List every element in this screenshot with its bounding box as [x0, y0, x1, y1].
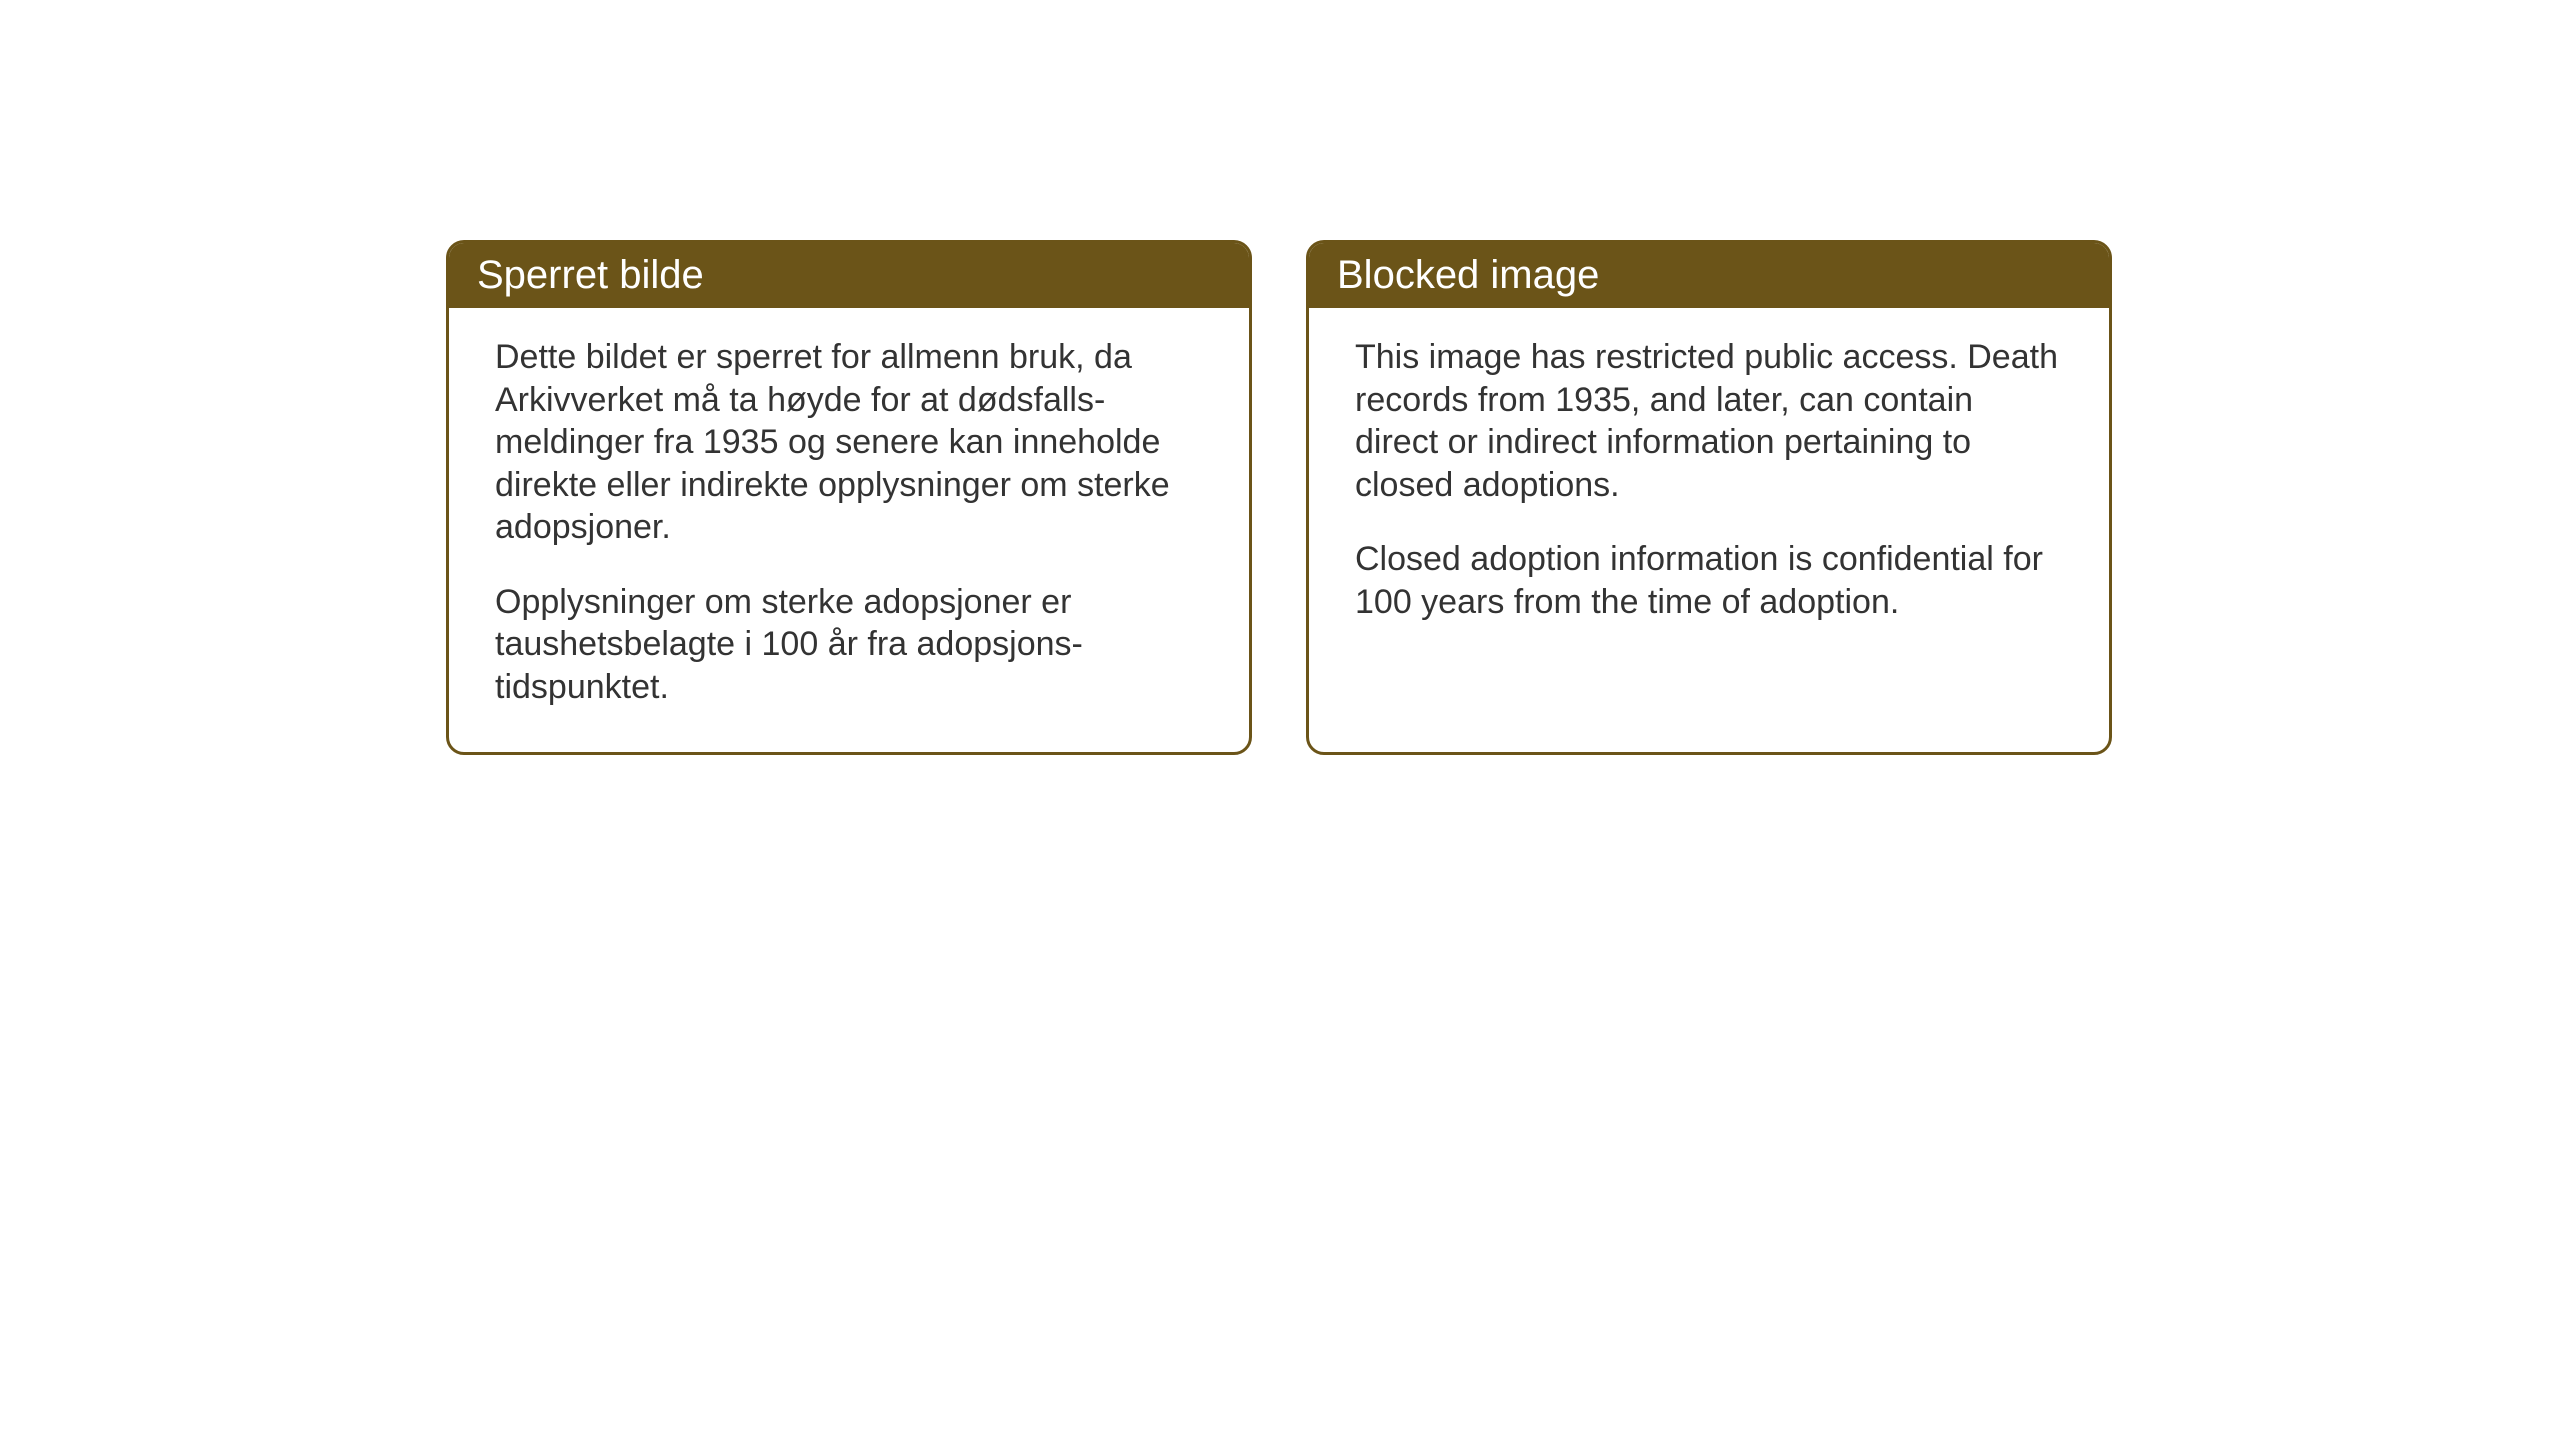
card-paragraph: Dette bildet er sperret for allmenn bruk… — [495, 336, 1203, 549]
card-body-english: This image has restricted public access.… — [1309, 308, 2109, 667]
card-paragraph: This image has restricted public access.… — [1355, 336, 2063, 506]
notice-card-english: Blocked image This image has restricted … — [1306, 240, 2112, 755]
notice-card-norwegian: Sperret bilde Dette bildet er sperret fo… — [446, 240, 1252, 755]
card-paragraph: Opplysninger om sterke adopsjoner er tau… — [495, 581, 1203, 709]
card-header-english: Blocked image — [1309, 243, 2109, 308]
notice-container: Sperret bilde Dette bildet er sperret fo… — [446, 240, 2112, 755]
card-title-english: Blocked image — [1337, 253, 1599, 297]
card-paragraph: Closed adoption information is confident… — [1355, 538, 2063, 623]
card-body-norwegian: Dette bildet er sperret for allmenn bruk… — [449, 308, 1249, 752]
card-title-norwegian: Sperret bilde — [477, 253, 704, 297]
card-header-norwegian: Sperret bilde — [449, 243, 1249, 308]
